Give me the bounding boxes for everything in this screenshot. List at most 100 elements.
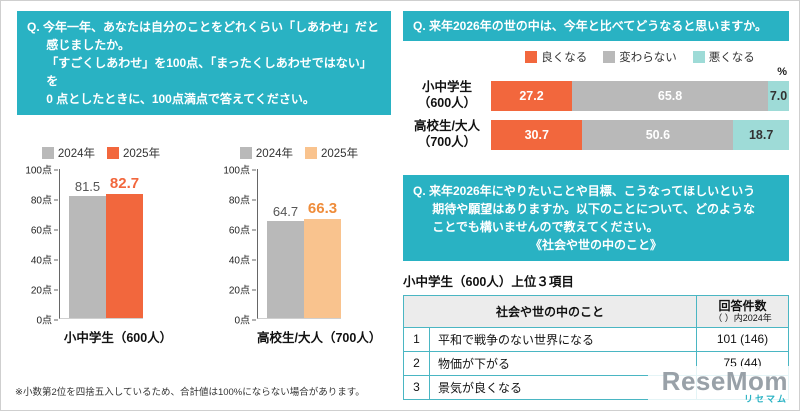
- legend-swatch-same: [603, 51, 616, 63]
- segment-worse: 7.0: [768, 80, 789, 111]
- stacked-legend: 良くなる 変わらない 悪くなる: [403, 49, 789, 65]
- bar-2024: [69, 195, 106, 318]
- bars-group: 64.7 66.3: [257, 169, 341, 319]
- table-header-count: 回答件数 （ ）内2024年: [696, 294, 789, 328]
- segment-value: 7.0: [769, 88, 788, 103]
- stacked-row-adults: 高校生/大人 （700人） 30.7 50.6 18.7: [403, 119, 789, 150]
- row-label-elementary: 小中学生 （600人）: [403, 80, 491, 111]
- rank-cell: 1: [403, 326, 430, 352]
- legend-item-same: 変わらない: [603, 49, 677, 65]
- row-label-line2: （700人）: [417, 134, 477, 149]
- y-tick-0: 0点: [234, 312, 256, 327]
- table-header-item: 社会や世の中のこと: [403, 294, 697, 328]
- segment-value: 18.7: [748, 127, 774, 142]
- bar-2024-wrap: 81.5: [69, 168, 106, 318]
- bar-2025-value: 66.3: [307, 199, 338, 217]
- segment-better: 30.7: [491, 119, 583, 150]
- question-3-line-3: ことでも構いませんので教えてください。: [432, 219, 659, 234]
- question-2-text: Q. 来年2026年の世の中は、今年と比べてどうなると思いますか。: [413, 19, 767, 33]
- chart-adults-legend: 2024年 2025年: [223, 145, 375, 161]
- bar-2025-value: 82.7: [109, 174, 140, 192]
- legend-swatch-2024: [239, 147, 252, 159]
- table-header-row: 社会や世の中のこと 回答件数 （ ）内2024年: [403, 294, 789, 328]
- row-label-line1: 小中学生: [421, 80, 472, 94]
- table-header-count-sub: （ ）内2024年: [713, 312, 772, 323]
- stacked-bar-adults: 30.7 50.6 18.7: [491, 119, 789, 150]
- chart-adults: 2024年 2025年 100点 80点 60点 40点 20点 0点: [223, 145, 382, 346]
- rank-cell: 3: [403, 374, 430, 400]
- y-tick-0: 0点: [36, 312, 58, 327]
- count-cell: 101 (146): [696, 326, 789, 352]
- legend-item-2025: 2025年: [305, 145, 358, 161]
- segment-same: 65.8: [572, 80, 769, 111]
- legend-swatch-better: [525, 51, 538, 63]
- bar-2024-wrap: 64.7: [267, 168, 304, 318]
- chart-elementary-plot: 100点 80点 60点 40点 20点 0点 81.5 82.7: [25, 166, 177, 327]
- outlook-stacked-chart: 良くなる 変わらない 悪くなる % 小中学生 （600人） 27.2: [403, 49, 789, 151]
- question-3-box: Q. 来年2026年にやりたいことや目標、こうなってほしいという 期待や願望はあ…: [403, 174, 789, 261]
- resemom-logo: ReseMom リセマム: [647, 366, 794, 407]
- legend-label-better: 良くなる: [541, 52, 588, 64]
- y-tick-60: 60点: [31, 222, 59, 237]
- legend-label-same: 変わらない: [619, 52, 677, 64]
- segment-better: 27.2: [491, 80, 573, 111]
- table-header-count-main: 回答件数: [718, 298, 767, 313]
- legend-swatch-2025: [305, 147, 317, 159]
- stacked-row-elementary: 小中学生 （600人） 27.2 65.8 7.0: [403, 80, 789, 111]
- question-1-line-3: 「すごくしあわせ」を100点、「まったくしあわせではない」を: [46, 56, 372, 88]
- bar-2025: [106, 193, 143, 318]
- legend-label-2025: 2025年: [123, 148, 161, 160]
- chart-elementary-legend: 2024年 2025年: [25, 145, 177, 161]
- segment-worse: 18.7: [733, 119, 789, 150]
- table-title: 小中学生（600人）上位３項目: [403, 274, 574, 289]
- y-axis: 100点 80点 60点 40点 20点 0点: [25, 166, 59, 327]
- chart-adults-plot: 100点 80点 60点 40点 20点 0点 64.7 66.3: [223, 166, 375, 327]
- y-tick-80: 80点: [31, 192, 59, 207]
- legend-label-2024: 2024年: [57, 148, 95, 160]
- y-tick-60: 60点: [229, 222, 257, 237]
- stacked-bar-elementary: 27.2 65.8 7.0: [491, 80, 789, 111]
- table-row-1: 1 平和で戦争のない世界になる 101 (146): [403, 326, 789, 352]
- table-row-2: 2 物価が下がる 75 (44): [403, 350, 789, 376]
- bar-2025-wrap: 82.7: [106, 168, 143, 318]
- outlook-section: Q. 来年2026年の世の中は、今年と比べてどうなると思いますか。 良くなる 変…: [403, 11, 789, 400]
- segment-value: 30.7: [524, 127, 549, 142]
- segment-value: 50.6: [645, 127, 671, 142]
- legend-label-2025: 2025年: [321, 148, 359, 160]
- y-tick-100: 100点: [25, 162, 58, 177]
- y-axis: 100点 80点 60点 40点 20点 0点: [223, 166, 257, 327]
- chart-elementary: 2024年 2025年 100点 80点 60点 40点 20点 0点: [25, 145, 177, 346]
- question-1-line-1: Q. 今年一年、あなたは自分のことをどれくらい「しあわせ」だと: [27, 20, 380, 34]
- y-tick-20: 20点: [229, 282, 257, 297]
- y-tick-100: 100点: [223, 162, 256, 177]
- bar-2024-value: 81.5: [74, 178, 101, 194]
- bar-2024-value: 64.7: [272, 203, 299, 219]
- question-3-line-2: 期待や願望はありますか。以下のことについて、どのような: [432, 201, 755, 216]
- happiness-section: Q. 今年一年、あなたは自分のことをどれくらい「しあわせ」だと 感じましたか。 …: [17, 11, 391, 346]
- question-1-line-2: 感じましたか。: [46, 38, 130, 52]
- question-2-box: Q. 来年2026年の世の中は、今年と比べてどうなると思いますか。: [403, 11, 789, 41]
- question-3-line-1: Q. 来年2026年にやりたいことや目標、こうなってほしいという: [413, 183, 756, 198]
- row-label-line2: （600人）: [417, 95, 477, 110]
- legend-label-2024: 2024年: [255, 148, 293, 160]
- question-1-line-4: 0 点としたときに、100点満点で答えてください。: [46, 92, 315, 106]
- bar-2025: [304, 218, 341, 318]
- y-tick-40: 40点: [31, 252, 59, 267]
- chart-adults-label: 高校生/大人（700人）: [257, 331, 382, 345]
- resemom-logo-text: ReseMom: [661, 366, 788, 396]
- resemom-logo-subtext: リセマム: [743, 394, 788, 404]
- item-cell: 平和で戦争のない世界になる: [429, 326, 697, 352]
- legend-item-2024: 2024年: [239, 145, 293, 161]
- segment-same: 50.6: [582, 119, 734, 150]
- legend-item-2024: 2024年: [41, 145, 95, 161]
- y-tick-40: 40点: [229, 252, 257, 267]
- rank-cell: 2: [403, 350, 430, 376]
- legend-swatch-2024: [41, 147, 54, 159]
- row-label-adults: 高校生/大人 （700人）: [403, 119, 491, 150]
- legend-item-better: 良くなる: [525, 49, 587, 65]
- chart-elementary-label: 小中学生（600人）: [63, 331, 173, 345]
- y-tick-20: 20点: [31, 282, 59, 297]
- row-label-line1: 高校生/大人: [414, 119, 480, 134]
- segment-value: 27.2: [519, 88, 544, 103]
